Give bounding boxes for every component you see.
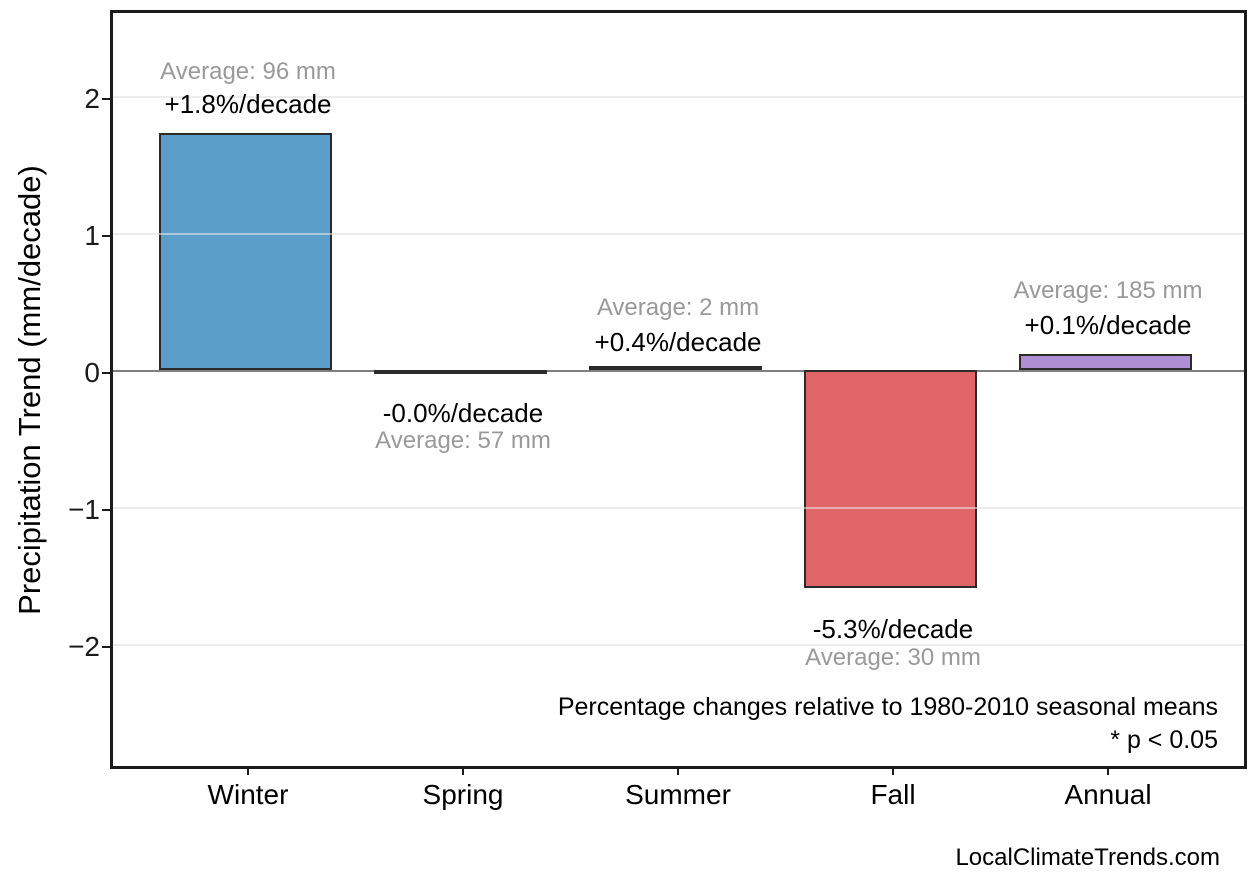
x-tick-label-winter: Winter [207,779,289,810]
p-value-note: * p < 0.05 [1110,726,1218,754]
plot-area [110,10,1247,769]
bar-fall [803,370,977,588]
x-tick-mark [677,766,679,775]
bar-annotation-avg-annual: Average: 185 mm [1013,277,1203,304]
y-grid-line-overlay [113,644,1244,646]
y-tick-label: 0 [84,357,100,388]
bar-winter [158,132,332,370]
bar-annotation-pct-fall: -5.3%/decade [812,614,974,644]
bar-annotation-avg-spring: Average: 57 mm [375,427,551,454]
bar-annotation-pct-annual: +0.1%/decade [1024,310,1192,340]
x-tick-mark [247,766,249,775]
zero-line [113,370,1244,372]
y-tick-label: 1 [84,220,100,251]
y-grid-line-overlay [113,507,1244,509]
caption-text: Percentage changes relative to 1980-2010… [557,693,1218,721]
bar-annotation-avg-summer: Average: 2 mm [596,294,760,321]
bar-annotation-avg-fall: Average: 30 mm [805,644,981,671]
bar-spring [373,370,547,374]
x-tick-label-annual: Annual [1064,779,1152,810]
y-tick-mark [102,98,111,100]
x-tick-label-spring: Spring [422,779,504,810]
y-tick-label: −2 [68,631,100,662]
y-tick-label: −1 [68,494,100,525]
x-tick-mark [892,766,894,775]
y-grid-line-overlay [113,233,1244,235]
bar-annotation-avg-winter: Average: 96 mm [160,58,336,85]
site-watermark: LocalClimateTrends.com [955,844,1220,871]
x-tick-label-summer: Summer [625,779,731,810]
bar-annotation-pct-summer: +0.4%/decade [594,327,762,357]
y-tick-mark [102,509,111,511]
bar-annual [1018,353,1192,370]
x-tick-label-fall: Fall [870,779,916,810]
bar-summer [588,366,762,370]
y-tick-label: 2 [84,83,100,114]
y-grid-line-overlay [113,96,1244,98]
bar-annotation-pct-spring: -0.0%/decade [382,398,544,428]
caption-block: Percentage changes relative to 1980-2010… [558,691,1218,757]
y-tick-mark [102,372,111,374]
y-tick-mark [102,235,111,237]
bar-annotation-pct-winter: +1.8%/decade [164,89,332,119]
x-tick-mark [462,766,464,775]
y-tick-mark [102,646,111,648]
x-tick-mark [1107,766,1109,775]
